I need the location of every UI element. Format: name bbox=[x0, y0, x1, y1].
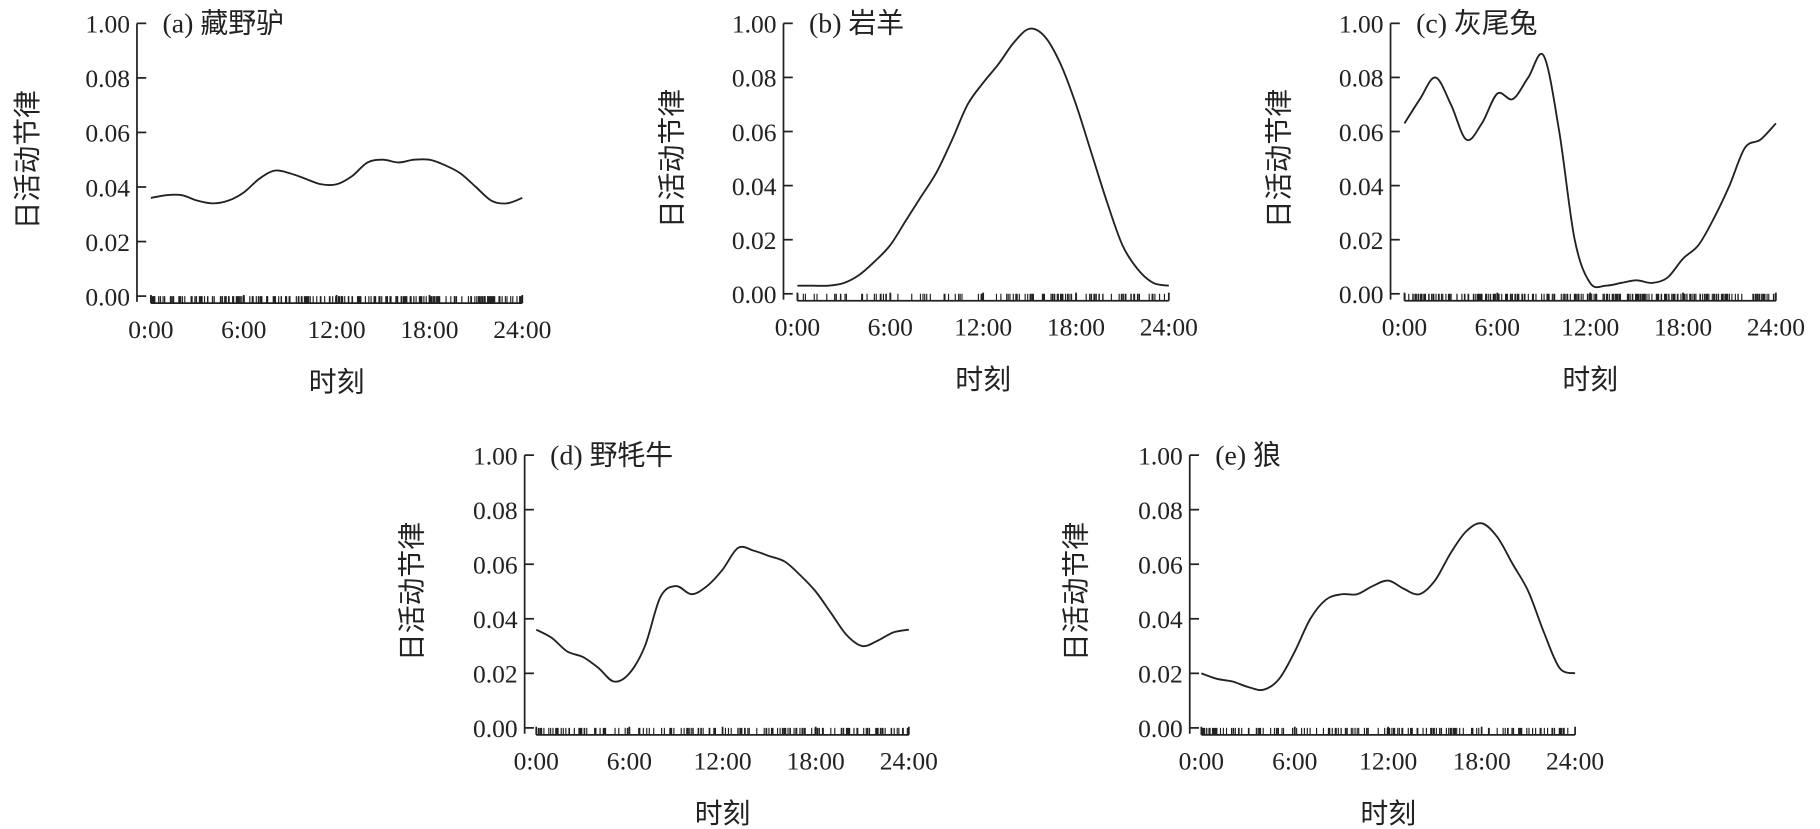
y-tick-label: 0.06 bbox=[473, 551, 518, 580]
panel-title: (e) 狼 bbox=[1215, 439, 1281, 471]
x-tick-label: 6:00 bbox=[1272, 747, 1317, 776]
y-tick-label: 0.06 bbox=[1138, 551, 1183, 580]
x-tick-label: 0:00 bbox=[1179, 747, 1224, 776]
chart-panel: 0.00 0.02 0.04 0.06 0.08 1.00 0:00 6:00 12:00 18:… bbox=[1060, 439, 1604, 829]
y-tick-label: 0.08 bbox=[1138, 496, 1183, 525]
y-axis-label: 日活动节律 bbox=[656, 89, 688, 228]
y-axis-label: 日活动节律 bbox=[1263, 89, 1295, 228]
x-tick-label: 12:00 bbox=[1359, 747, 1417, 776]
y-tick-label: 0.00 bbox=[85, 282, 130, 311]
x-axis-label: 时刻 bbox=[309, 366, 365, 398]
y-tick-label: 0.02 bbox=[1138, 660, 1183, 689]
x-tick-label: 6:00 bbox=[1475, 313, 1520, 342]
y-tick-label: 0.00 bbox=[1138, 714, 1183, 743]
x-axis-label: 时刻 bbox=[955, 364, 1011, 396]
x-tick-label: 0:00 bbox=[775, 313, 820, 342]
x-tick-label: 0:00 bbox=[128, 315, 173, 344]
y-tick-label: 0.04 bbox=[1339, 172, 1384, 201]
y-tick-label: 0.06 bbox=[1339, 118, 1384, 147]
panel-title: (c) 灰尾兔 bbox=[1416, 8, 1537, 40]
panel-title: (b) 岩羊 bbox=[809, 8, 904, 40]
x-tick-label: 6:00 bbox=[607, 747, 652, 776]
x-axis-label: 时刻 bbox=[1360, 798, 1416, 829]
y-tick-label: 0.04 bbox=[732, 172, 777, 201]
y-axis-label: 日活动节律 bbox=[1060, 522, 1092, 661]
y-tick-label: 0.00 bbox=[732, 280, 777, 309]
y-tick-label: 0.06 bbox=[732, 118, 777, 147]
y-tick-label: 0.04 bbox=[1138, 605, 1183, 634]
y-tick-label: 1.00 bbox=[1339, 10, 1384, 39]
x-tick-label: 18:00 bbox=[1453, 747, 1511, 776]
y-tick-label: 0.00 bbox=[473, 714, 518, 743]
x-tick-label: 0:00 bbox=[1382, 313, 1427, 342]
y-tick-label: 0.08 bbox=[85, 64, 130, 93]
x-tick-label: 18:00 bbox=[787, 747, 845, 776]
chart-panel: 0.00 0.02 0.04 0.06 0.08 1.00 0:00 6:00 12:00 18:… bbox=[1263, 8, 1805, 396]
x-tick-label: 24:00 bbox=[1546, 747, 1604, 776]
activity-density-line bbox=[1403, 52, 1777, 289]
chart-panel: 0.00 0.02 0.04 0.06 0.08 1.00 0:00 6:00 12:00 18:… bbox=[12, 8, 551, 399]
activity-density-line bbox=[150, 158, 523, 205]
chart-panel: 0.00 0.02 0.04 0.06 0.08 1.00 0:00 6:00 12:00 18:… bbox=[396, 439, 938, 829]
rug-marks bbox=[150, 296, 522, 304]
x-tick-label: 12:00 bbox=[693, 747, 751, 776]
x-tick-label: 6:00 bbox=[868, 313, 913, 342]
x-tick-label: 12:00 bbox=[1561, 313, 1619, 342]
panel-title: (a) 藏野驴 bbox=[163, 8, 284, 40]
x-tick-label: 0:00 bbox=[514, 747, 559, 776]
x-axis-label: 时刻 bbox=[1562, 364, 1618, 396]
y-tick-label: 1.00 bbox=[1138, 441, 1183, 470]
y-tick-label: 1.00 bbox=[85, 10, 130, 39]
x-axis-label: 时刻 bbox=[695, 798, 751, 829]
x-tick-label: 24:00 bbox=[1140, 313, 1198, 342]
y-tick-label: 1.00 bbox=[732, 10, 777, 39]
y-tick-label: 0.08 bbox=[1339, 64, 1384, 93]
rug-marks bbox=[1201, 727, 1569, 735]
x-tick-label: 18:00 bbox=[1047, 313, 1105, 342]
panel-title: (d) 野牦牛 bbox=[550, 439, 673, 471]
activity-density-line bbox=[535, 545, 909, 683]
y-axis-label: 日活动节律 bbox=[396, 522, 428, 661]
x-tick-label: 18:00 bbox=[400, 315, 458, 344]
y-tick-label: 0.08 bbox=[473, 496, 518, 525]
x-tick-label: 24:00 bbox=[1747, 313, 1805, 342]
activity-density-line bbox=[1201, 522, 1576, 691]
y-axis-label: 日活动节律 bbox=[12, 90, 44, 229]
chart-panel: 0.00 0.02 0.04 0.06 0.08 1.00 0:00 6:00 12:00 18:… bbox=[656, 8, 1198, 396]
y-tick-label: 0.02 bbox=[85, 228, 130, 257]
x-tick-label: 12:00 bbox=[954, 313, 1012, 342]
x-tick-label: 12:00 bbox=[308, 315, 366, 344]
y-tick-label: 0.04 bbox=[473, 605, 518, 634]
rug-marks bbox=[1404, 293, 1775, 301]
y-tick-label: 0.02 bbox=[732, 226, 777, 255]
y-tick-label: 0.06 bbox=[85, 119, 130, 148]
x-tick-label: 24:00 bbox=[880, 747, 938, 776]
y-tick-label: 0.00 bbox=[1339, 280, 1384, 309]
rug-marks bbox=[797, 293, 1166, 301]
activity-density-line bbox=[797, 27, 1169, 287]
x-tick-label: 24:00 bbox=[493, 315, 551, 344]
y-tick-label: 0.08 bbox=[732, 64, 777, 93]
y-tick-label: 0.02 bbox=[473, 660, 518, 689]
rug-marks bbox=[536, 727, 909, 735]
x-tick-label: 18:00 bbox=[1654, 313, 1712, 342]
y-tick-label: 1.00 bbox=[473, 441, 518, 470]
y-tick-label: 0.04 bbox=[85, 173, 130, 202]
y-tick-label: 0.02 bbox=[1339, 226, 1384, 255]
x-tick-label: 6:00 bbox=[221, 315, 266, 344]
